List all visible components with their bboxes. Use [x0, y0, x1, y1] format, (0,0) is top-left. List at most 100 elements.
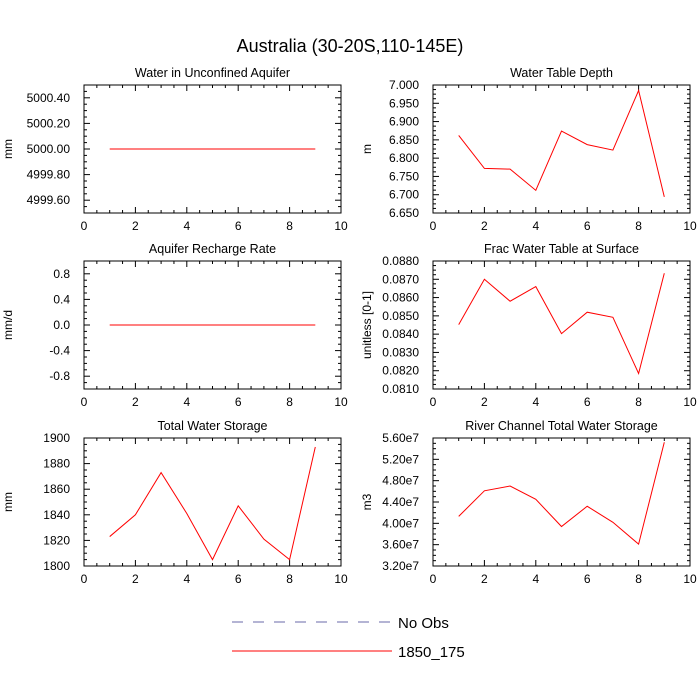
y-tick-label: 6.850 [389, 133, 419, 147]
panel-6: River Channel Total Water Storage 0 2 4 6 8 10… [360, 419, 697, 586]
x-tick-label: 8 [286, 395, 293, 409]
series-line [458, 442, 665, 546]
x-tick-label: 10 [334, 395, 348, 409]
y-axis-label: unitless [0-1] [360, 291, 374, 359]
series-line [458, 273, 665, 375]
x-tick-label: 10 [683, 395, 697, 409]
x-tick-label: 8 [635, 572, 642, 586]
panel-1: Water in Unconfined Aquifer 0 2 4 6 8 10 4999.6… [1, 66, 348, 233]
y-tick-label: 6.700 [389, 188, 419, 202]
x-tick-label: 4 [532, 219, 539, 233]
legend-label: No Obs [398, 615, 449, 632]
panel-title: River Channel Total Water Storage [465, 419, 658, 433]
y-tick-label: 5000.40 [27, 91, 71, 105]
y-tick-label: 5.20e7 [382, 452, 419, 466]
x-tick-label: 4 [183, 572, 190, 586]
x-tick-label: 8 [635, 395, 642, 409]
panel-title: Water in Unconfined Aquifer [135, 66, 290, 80]
panel-4: Frac Water Table at Surface 0 2 4 6 8 10 0.0810… [360, 242, 697, 409]
y-tick-label: 0.0840 [382, 327, 419, 341]
x-tick-label: 0 [430, 219, 437, 233]
y-tick-label: 0.0850 [382, 309, 419, 323]
x-tick-label: 6 [235, 219, 242, 233]
x-tick-label: 4 [183, 395, 190, 409]
x-tick-label: 2 [481, 572, 488, 586]
y-tick-label: 5000.20 [27, 116, 71, 130]
x-tick-label: 6 [235, 395, 242, 409]
x-tick-label: 6 [584, 572, 591, 586]
x-tick-label: 2 [132, 395, 139, 409]
x-tick-label: 4 [532, 395, 539, 409]
y-tick-label: 1900 [43, 431, 70, 445]
series-line [458, 88, 665, 198]
y-tick-label: 6.650 [389, 206, 419, 220]
panel-3: Aquifer Recharge Rate 0 2 4 6 8 10 -0.8 -0.4 0.0 0… [1, 242, 348, 409]
x-tick-label: 0 [430, 572, 437, 586]
y-tick-label: 0.0870 [382, 272, 419, 286]
y-tick-label: 6.950 [389, 96, 419, 110]
y-tick-label: 0.4 [53, 292, 70, 306]
y-tick-label: 0.0 [53, 318, 70, 332]
x-tick-label: 8 [286, 572, 293, 586]
x-tick-label: 6 [235, 572, 242, 586]
y-axis-label: mm/d [1, 310, 15, 340]
x-tick-label: 8 [286, 219, 293, 233]
y-tick-label: -0.4 [49, 344, 70, 358]
y-tick-label: 0.0880 [382, 254, 419, 268]
panel-title: Frac Water Table at Surface [484, 242, 639, 256]
y-axis-label: m3 [360, 493, 374, 510]
y-tick-label: 0.8 [53, 267, 70, 281]
x-tick-label: 10 [334, 219, 348, 233]
y-tick-label: 1840 [43, 508, 70, 522]
x-tick-label: 0 [430, 395, 437, 409]
y-tick-label: 4999.80 [27, 168, 71, 182]
y-tick-label: 0.0860 [382, 291, 419, 305]
y-tick-label: 3.20e7 [382, 559, 419, 573]
x-tick-label: 6 [584, 395, 591, 409]
x-tick-label: 2 [481, 395, 488, 409]
x-tick-label: 8 [635, 219, 642, 233]
legend-item: 1850_175 [232, 644, 465, 661]
y-tick-label: 5000.00 [27, 142, 71, 156]
x-tick-label: 0 [81, 395, 88, 409]
y-axis-label: mm [1, 492, 15, 512]
y-tick-label: 1860 [43, 482, 70, 496]
y-tick-label: 0.0820 [382, 364, 419, 378]
panel-title: Total Water Storage [157, 419, 267, 433]
legend-item: No Obs [232, 615, 449, 632]
panel-2: Water Table Depth 0 2 4 6 8 10 6.650 6.700 6.750 6… [360, 66, 697, 233]
x-tick-label: 10 [334, 572, 348, 586]
panels: Water in Unconfined Aquifer 0 2 4 6 8 10 4999.6… [1, 66, 697, 586]
panel-title: Water Table Depth [510, 66, 613, 80]
figure-title: Australia (30-20S,110-145E) [237, 36, 464, 56]
y-tick-label: -0.8 [49, 369, 70, 383]
y-tick-label: 1800 [43, 559, 70, 573]
x-tick-label: 10 [683, 572, 697, 586]
y-tick-label: 1820 [43, 533, 70, 547]
x-tick-label: 4 [183, 219, 190, 233]
x-tick-label: 0 [81, 572, 88, 586]
y-tick-label: 6.800 [389, 151, 419, 165]
y-tick-label: 1880 [43, 457, 70, 471]
y-tick-label: 3.60e7 [382, 538, 419, 552]
y-tick-label: 0.0810 [382, 382, 419, 396]
x-tick-label: 2 [132, 572, 139, 586]
x-tick-label: 0 [81, 219, 88, 233]
panel-title: Aquifer Recharge Rate [149, 242, 276, 256]
x-tick-label: 4 [532, 572, 539, 586]
y-tick-label: 6.750 [389, 169, 419, 183]
y-tick-label: 5.60e7 [382, 431, 419, 445]
y-tick-label: 4.80e7 [382, 474, 419, 488]
series-line [109, 446, 316, 561]
y-tick-label: 6.900 [389, 115, 419, 129]
panel-5: Total Water Storage 0 2 4 6 8 10 1800 1820 1840 18… [1, 419, 348, 586]
x-tick-label: 2 [132, 219, 139, 233]
y-axis-label: mm [1, 139, 15, 159]
x-tick-label: 6 [584, 219, 591, 233]
y-tick-label: 4999.60 [27, 193, 71, 207]
y-tick-label: 4.00e7 [382, 516, 419, 530]
y-axis-label: m [360, 144, 374, 154]
y-tick-label: 4.40e7 [382, 495, 419, 509]
x-tick-label: 2 [481, 219, 488, 233]
